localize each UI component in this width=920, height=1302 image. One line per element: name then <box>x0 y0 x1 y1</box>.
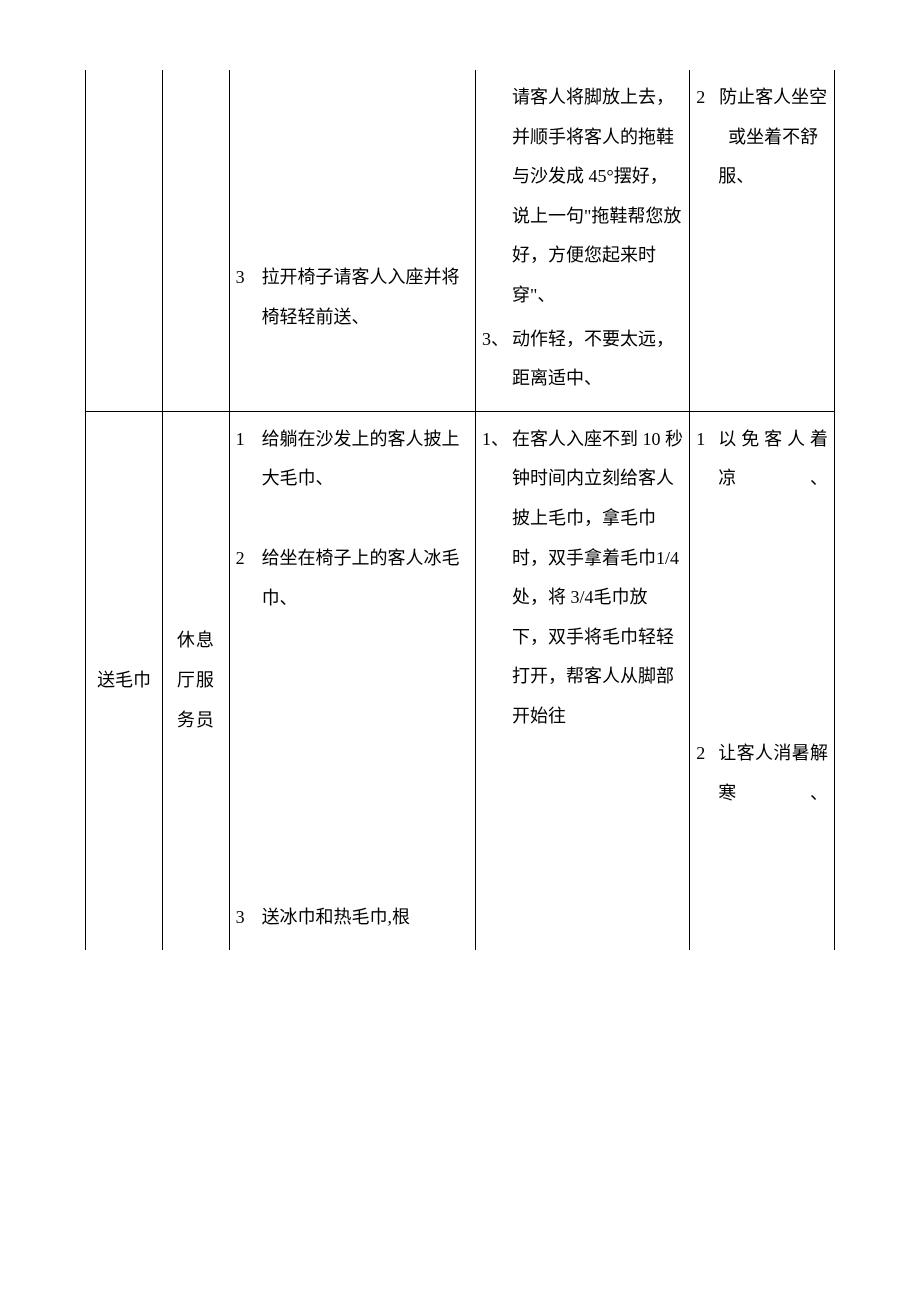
list-number: 1 <box>236 420 262 499</box>
cell-purpose: 2 防止客人坐空或坐着不舒服、 <box>690 70 835 411</box>
list-text: 送冰巾和热毛巾,根 <box>262 898 469 938</box>
list-item: 2 让客人消暑解寒、 <box>696 734 828 813</box>
list-text: 让客人消暑解寒、 <box>718 734 828 813</box>
list-text: 动作轻，不要太远，距离适中、 <box>512 320 683 399</box>
list-text: 在客人入座不到 10 秒钟时间内立刻给客人披上毛巾，拿毛巾时，双手拿着毛巾1/4… <box>512 420 683 737</box>
list-item: 3 拉开椅子请客人入座并将椅轻轻前送、 <box>236 258 469 337</box>
role-label: 休息厅服务员 <box>169 621 222 740</box>
cell-action: 3 拉开椅子请客人入座并将椅轻轻前送、 <box>229 70 475 411</box>
cell-standard: 请客人将脚放上去，并顺手将客人的拖鞋与沙发成 45°摆好，说上一句"拖鞋帮您放好… <box>476 70 690 411</box>
cell-purpose: 1 以免客人着凉、 2 让客人消暑解寒、 <box>690 411 835 949</box>
list-number: 3 <box>236 898 262 938</box>
list-number: 2 <box>696 78 718 197</box>
cell-standard: 1、 在客人入座不到 10 秒钟时间内立刻给客人披上毛巾，拿毛巾时，双手拿着毛巾… <box>476 411 690 949</box>
list-item: 2 给坐在椅子上的客人冰毛巾、 <box>236 539 469 618</box>
cell-step <box>86 70 163 411</box>
list-text: 拉开椅子请客人入座并将椅轻轻前送、 <box>262 258 469 337</box>
list-number: 2 <box>236 539 262 618</box>
cell-action: 1 给躺在沙发上的客人披上大毛巾、 2 给坐在椅子上的客人冰毛巾、 3 送冰巾和… <box>229 411 475 949</box>
cell-content: 1、 在客人入座不到 10 秒钟时间内立刻给客人披上毛巾，拿毛巾时，双手拿着毛巾… <box>482 420 683 737</box>
cell-role <box>163 70 229 411</box>
list-item: 1 以免客人着凉、 <box>696 420 828 499</box>
list-item: 1 给躺在沙发上的客人披上大毛巾、 <box>236 420 469 499</box>
step-text: 送毛巾 <box>97 661 151 701</box>
step-label: 送毛巾 <box>92 661 156 701</box>
list-text: 给躺在沙发上的客人披上大毛巾、 <box>262 420 469 499</box>
list-number: 1 <box>696 420 718 499</box>
table-row: 3 拉开椅子请客人入座并将椅轻轻前送、 请客人将脚放上去，并顺手将客人的拖鞋与沙… <box>86 70 835 411</box>
list-item: 请客人将脚放上去，并顺手将客人的拖鞋与沙发成 45°摆好，说上一句"拖鞋帮您放好… <box>482 78 683 316</box>
list-item: 3 送冰巾和热毛巾,根 <box>236 898 469 938</box>
list-text: 以免客人着凉、 <box>718 420 828 499</box>
procedure-table: 3 拉开椅子请客人入座并将椅轻轻前送、 请客人将脚放上去，并顺手将客人的拖鞋与沙… <box>85 70 835 950</box>
cell-role: 休息厅服务员 <box>163 411 229 949</box>
list-item: 2 防止客人坐空或坐着不舒服、 <box>696 78 828 197</box>
list-number: 2 <box>696 734 718 813</box>
list-number: 1、 <box>482 420 512 737</box>
table-row: 送毛巾 休息厅服务员 1 给躺在沙发上的客人披上大毛巾、 2 给坐在椅子上的客人… <box>86 411 835 949</box>
list-text: 请客人将脚放上去，并顺手将客人的拖鞋与沙发成 45°摆好，说上一句"拖鞋帮您放好… <box>512 78 683 316</box>
role-text: 休息厅服务员 <box>169 621 222 740</box>
list-number <box>482 78 512 316</box>
cell-content: 请客人将脚放上去，并顺手将客人的拖鞋与沙发成 45°摆好，说上一句"拖鞋帮您放好… <box>482 78 683 399</box>
list-number: 3、 <box>482 320 512 399</box>
list-text: 防止客人坐空或坐着不舒服、 <box>718 78 828 197</box>
list-item: 1、 在客人入座不到 10 秒钟时间内立刻给客人披上毛巾，拿毛巾时，双手拿着毛巾… <box>482 420 683 737</box>
list-text: 给坐在椅子上的客人冰毛巾、 <box>262 539 469 618</box>
cell-step: 送毛巾 <box>86 411 163 949</box>
list-number: 3 <box>236 258 262 337</box>
list-item: 3、 动作轻，不要太远，距离适中、 <box>482 320 683 399</box>
